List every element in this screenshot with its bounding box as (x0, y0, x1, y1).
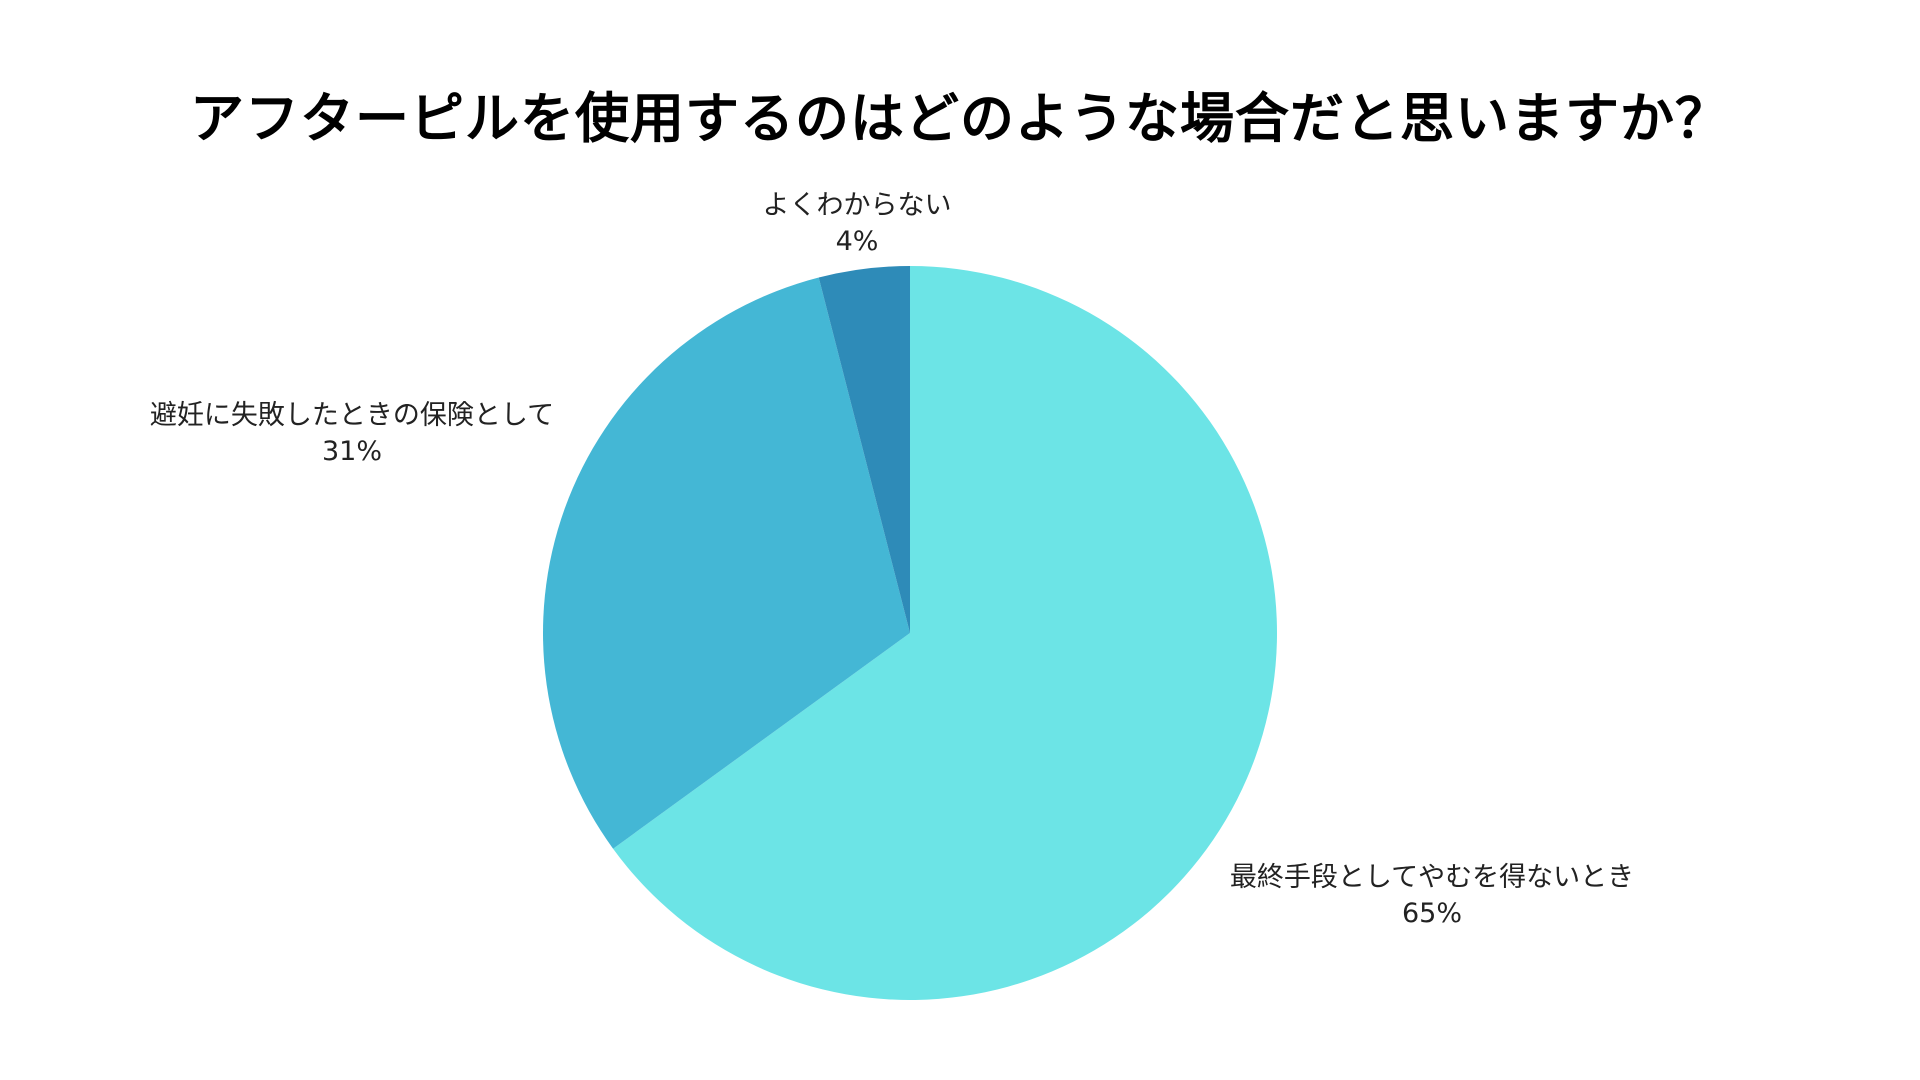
slice-label-insurance-value: 31% (321, 436, 383, 467)
pie-slice-last-resort (613, 266, 1277, 1001)
slice-label-insurance-text: 避妊に失敗したときの保険として (149, 400, 555, 431)
pie-slice-unknown (818, 266, 910, 633)
chart-title: アフターピルを使用するのはどのような場合だと思いますか？ (190, 87, 1730, 150)
slice-label-last-resort-value: 65% (1401, 898, 1463, 929)
slice-label-insurance: 避妊に失敗したときの保険として 31% (150, 398, 554, 470)
pie-slices (543, 266, 1277, 1001)
slice-label-unknown: よくわからない 4% (763, 188, 952, 260)
slice-label-unknown-text: よくわからない (762, 190, 952, 221)
slice-label-unknown-value: 4% (835, 226, 879, 257)
pie-slice-insurance (543, 277, 910, 849)
slice-label-last-resort: 最終手段としてやむを得ないとき 65% (1230, 860, 1634, 932)
slice-label-last-resort-text: 最終手段としてやむを得ないとき (1229, 862, 1635, 893)
